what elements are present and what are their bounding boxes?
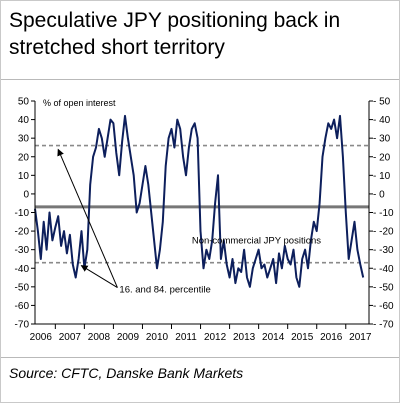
y-tick-label-left: 0 [23,189,29,200]
y-tick-label-left: -50 [15,282,30,293]
y-tick-label-left: -60 [15,301,30,312]
x-tick-label: 2006 [30,332,53,343]
series-layer [34,114,365,288]
axis-labels: % of open interest [43,98,116,108]
y-tick-label-right: - 20 [373,152,391,163]
chart-title: Speculative JPY positioning back in stre… [9,9,341,59]
x-tick-label: 2016 [320,332,343,343]
x-tick-label: 2009 [117,332,140,343]
y-axis-label: % of open interest [43,98,116,108]
y-tick-label-right: - -50 [373,282,394,293]
y-tick-label-left: 40 [18,115,30,126]
annotations: Non-commercial JPY positions 16. and 84. … [57,148,321,296]
y-tick-label-left: -30 [15,245,30,256]
y-tick-label-left: 10 [18,171,30,182]
y-tick-label-right: - 10 [373,171,391,182]
x-tick-label: 2010 [146,332,169,343]
y-tick-label-right: - 0 [373,189,385,200]
x-tick-label: 2015 [291,332,314,343]
y-tick-label-left: -10 [15,208,30,219]
series-line-0 [34,114,365,288]
x-tick-label: 2011 [175,332,197,343]
x-tick-label: 2012 [204,332,227,343]
annotation-percentile-label: 16. and 84. percentile [119,285,210,296]
chart-svg: 50 - 50 40 - 40 30 - 30 20 - 20 10 - 10 0 - 0 -10 - -… [15,97,394,344]
y-tick-label-left: -20 [15,227,30,238]
x-tick-label: 2014 [262,332,285,343]
y-tick-label-left: 30 [18,134,30,145]
title-divider [1,79,399,80]
y-tick-label-right: - 50 [373,97,391,108]
y-tick-label-right: - -20 [373,227,394,238]
y-tick-label-right: - 30 [373,134,391,145]
y-tick-label-right: - -70 [373,320,394,331]
axes: 50 - 50 40 - 40 30 - 30 20 - 20 10 - 10 0 - 0 -10 - -… [15,97,394,344]
source-note: Source: CFTC, Danske Bank Markets [9,365,244,381]
annotation-arrow-84 [57,148,118,288]
x-tick-label: 2008 [88,332,111,343]
y-tick-label-left: -40 [15,264,30,275]
x-tick-label: 2013 [233,332,256,343]
y-tick-label-left: 50 [18,97,30,108]
reference-lines [35,144,369,264]
y-tick-label-left: -70 [15,320,30,331]
y-tick-label-left: 20 [18,152,30,163]
x-tick-label: 2007 [59,332,82,343]
y-tick-label-right: - -30 [373,245,394,256]
y-tick-label-right: - -10 [373,208,394,219]
source-divider [1,357,399,358]
annotation-arrow-16 [80,265,118,288]
y-tick-label-right: - 40 [373,115,391,126]
y-tick-label-right: - -60 [373,301,394,312]
x-tick-label: 2017 [349,332,372,343]
y-tick-label-right: - -40 [373,264,394,275]
annotation-series-label: Non-commercial JPY positions [192,235,321,246]
